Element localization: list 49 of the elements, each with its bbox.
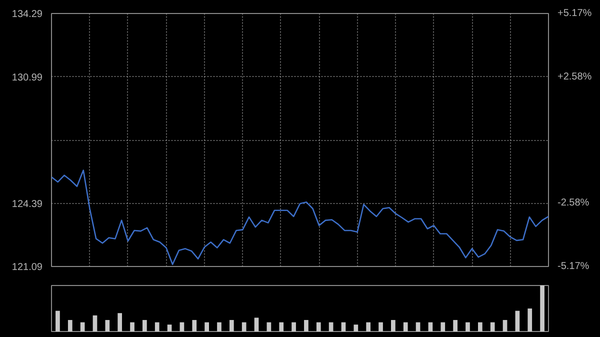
bar — [391, 320, 396, 332]
bar — [118, 313, 122, 332]
line-series — [52, 170, 548, 266]
y2-tick-label: -5.17% — [558, 261, 590, 272]
bar — [167, 324, 172, 332]
y-tick-label: 130.99 — [12, 72, 43, 84]
bar — [428, 322, 433, 332]
bar — [192, 320, 197, 332]
bar — [528, 308, 532, 332]
bar — [366, 322, 371, 332]
bar — [204, 322, 209, 332]
bar — [403, 322, 408, 332]
bar — [478, 322, 482, 332]
bar — [254, 318, 259, 332]
bar — [56, 310, 60, 332]
y-tick-label: 121.09 — [12, 262, 43, 273]
bar — [440, 322, 446, 332]
bar — [292, 322, 296, 332]
bar — [515, 310, 520, 332]
y-tick-label: 124.39 — [12, 198, 43, 210]
bar — [328, 322, 334, 332]
bar — [105, 320, 110, 332]
bar — [354, 324, 358, 332]
bar — [92, 315, 98, 332]
bar — [341, 322, 346, 332]
y2-tick-label: +5.17% — [558, 8, 592, 19]
bar — [316, 322, 321, 332]
bar — [502, 320, 508, 332]
bar — [68, 320, 72, 332]
bar — [242, 322, 246, 332]
bar — [80, 322, 85, 332]
bar — [130, 322, 134, 332]
bar — [378, 322, 383, 332]
bar — [416, 322, 420, 332]
bar — [217, 322, 222, 332]
y2-tick-label: -2.58% — [558, 198, 590, 209]
y2-tick-label: +2.58% — [558, 71, 592, 82]
bar — [142, 320, 147, 332]
bar — [180, 322, 184, 332]
bar — [453, 320, 458, 332]
bar — [266, 322, 272, 332]
bar — [304, 320, 308, 332]
bar — [466, 322, 470, 332]
bar — [229, 320, 234, 332]
bar — [154, 322, 160, 332]
y-tick-label: 134.29 — [12, 9, 43, 20]
bar — [490, 322, 495, 332]
bar — [540, 286, 544, 332]
bar — [279, 322, 284, 332]
